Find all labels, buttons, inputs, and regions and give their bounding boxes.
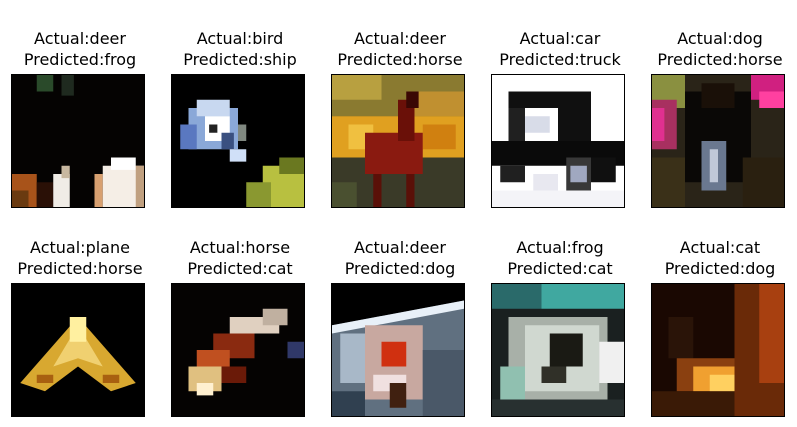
predicted-label: Predicted:truck <box>499 50 621 69</box>
actual-label: Actual:deer <box>34 29 126 48</box>
actual-label: Actual:horse <box>189 238 291 257</box>
predicted-label: Predicted:cat <box>507 259 613 278</box>
sample-image <box>491 74 625 208</box>
predicted-label: Predicted:frog <box>23 50 137 69</box>
predicted-label: Predicted:dog <box>344 259 456 278</box>
sample-image <box>171 74 305 208</box>
predicted-label: Predicted:dog <box>664 259 776 278</box>
sample-image <box>651 74 785 208</box>
actual-label: Actual:dog <box>677 29 763 48</box>
sample-image <box>331 283 465 417</box>
actual-label: Actual:deer <box>354 29 446 48</box>
predicted-label: Predicted:horse <box>657 50 783 69</box>
sample-image <box>171 283 305 417</box>
sample-image <box>11 74 145 208</box>
actual-label: Actual:cat <box>679 238 761 257</box>
predicted-label: Predicted:horse <box>17 259 143 278</box>
sample-image <box>651 283 785 417</box>
actual-label: Actual:deer <box>354 238 446 257</box>
predicted-label: Predicted:ship <box>183 50 297 69</box>
sample-image <box>11 283 145 417</box>
predicted-label: Predicted:horse <box>337 50 463 69</box>
predicted-label: Predicted:cat <box>187 259 293 278</box>
sample-image <box>331 74 465 208</box>
sample-image <box>491 283 625 417</box>
actual-label: Actual:plane <box>30 238 130 257</box>
actual-label: Actual:car <box>519 29 601 48</box>
actual-label: Actual:frog <box>516 238 604 257</box>
actual-label: Actual:bird <box>196 29 284 48</box>
